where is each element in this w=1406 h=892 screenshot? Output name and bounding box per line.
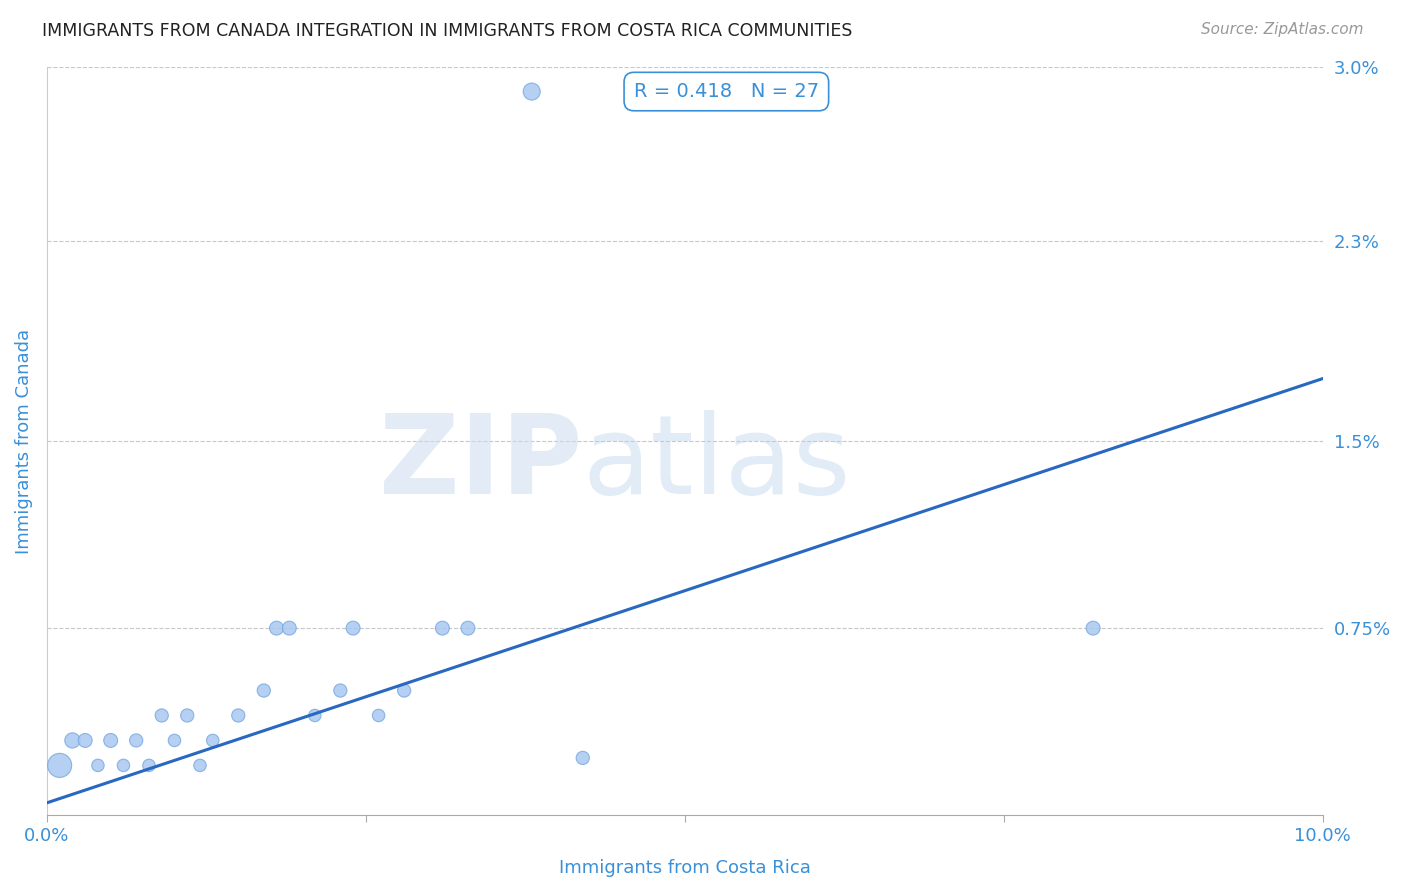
Point: [150, 708, 173, 723]
Text: Source: ZipAtlas.com: Source: ZipAtlas.com: [1201, 22, 1364, 37]
Y-axis label: Immigrants from Canada: Immigrants from Canada: [15, 328, 32, 554]
Point: [1081, 621, 1104, 635]
Point: [253, 683, 276, 698]
Text: IMMIGRANTS FROM CANADA INTEGRATION IN IMMIGRANTS FROM COSTA RICA COMMUNITIES: IMMIGRANTS FROM CANADA INTEGRATION IN IM…: [42, 22, 852, 40]
Point: [342, 621, 364, 635]
Text: atlas: atlas: [582, 410, 851, 516]
Text: R = 0.418   N = 27: R = 0.418 N = 27: [634, 82, 818, 101]
Point: [87, 758, 110, 772]
Point: [75, 733, 97, 747]
Point: [520, 85, 543, 99]
Point: [100, 733, 122, 747]
Point: [367, 708, 389, 723]
Point: [48, 758, 70, 772]
Point: [60, 733, 83, 747]
Point: [266, 621, 288, 635]
Point: [457, 621, 479, 635]
Point: [392, 683, 415, 698]
Point: [571, 751, 593, 765]
Point: [138, 758, 160, 772]
Point: [226, 708, 249, 723]
Point: [432, 621, 454, 635]
Text: ZIP: ZIP: [380, 410, 582, 516]
Point: [112, 758, 135, 772]
Point: [201, 733, 224, 747]
Point: [163, 733, 186, 747]
Point: [278, 621, 301, 635]
Point: [125, 733, 148, 747]
Point: [329, 683, 352, 698]
Point: [188, 758, 211, 772]
Point: [176, 708, 198, 723]
Point: [304, 708, 326, 723]
X-axis label: Immigrants from Costa Rica: Immigrants from Costa Rica: [560, 859, 811, 877]
